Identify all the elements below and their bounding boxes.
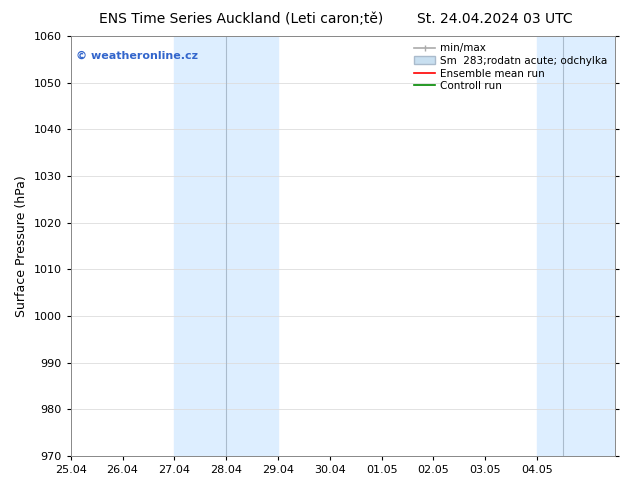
- Bar: [537, 36, 615, 456]
- Legend: min/max, Sm  283;rodatn acute; odchylka, Ensemble mean run, Controll run: min/max, Sm 283;rodatn acute; odchylka, …: [412, 41, 610, 93]
- Text: ENS Time Series Auckland (Leti caron;tě): ENS Time Series Auckland (Leti caron;tě): [99, 12, 383, 26]
- Bar: [174, 36, 278, 456]
- Text: © weatheronline.cz: © weatheronline.cz: [76, 51, 198, 61]
- Text: St. 24.04.2024 03 UTC: St. 24.04.2024 03 UTC: [417, 12, 573, 26]
- Y-axis label: Surface Pressure (hPa): Surface Pressure (hPa): [15, 175, 28, 317]
